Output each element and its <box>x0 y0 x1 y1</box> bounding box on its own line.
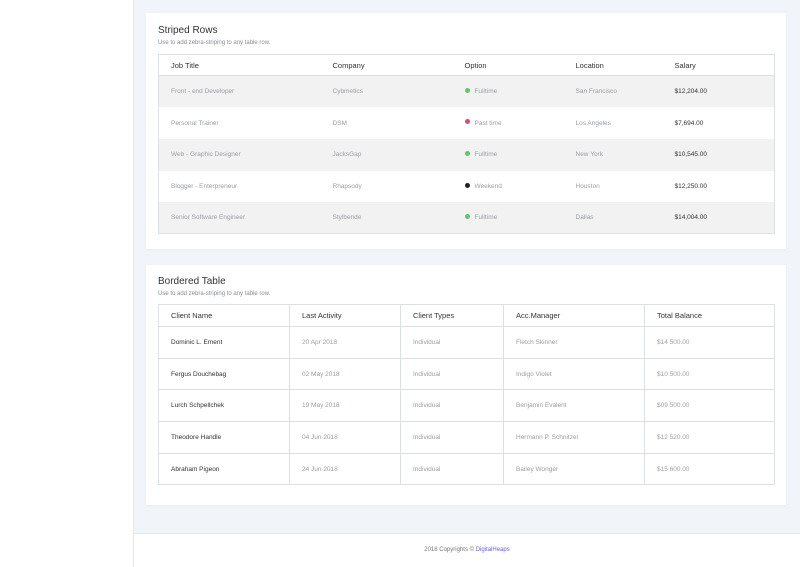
table-row: Personal Trainer DSM Past time Los Angel… <box>159 107 775 139</box>
status-dot-icon <box>464 151 470 156</box>
brand-link[interactable]: DigitalHeaps <box>475 547 510 553</box>
option-cell: Fulltime <box>452 138 564 171</box>
total-balance-cell: $12 520.00 <box>644 421 775 454</box>
table-row: Front - end Developer Cybmetics Fulltime… <box>158 75 775 108</box>
bordered-table: Client Name Last Activity Client Types A… <box>158 304 775 486</box>
option-cell: Fulltime <box>452 202 564 234</box>
client-name-cell: Dominic L. Ement <box>158 326 290 359</box>
client-name-cell: Theodore Handle <box>158 421 290 454</box>
column-header-acc-manager[interactable]: Acc.Manager <box>503 304 645 327</box>
bordered-table-card: Bordered Table Use to add zebra-striping… <box>146 265 786 505</box>
card-subtitle: Use to add zebra-striping to any table r… <box>158 291 271 297</box>
status-dot-icon <box>464 119 470 125</box>
last-activity-cell: 04 Jun 2018 <box>289 421 401 454</box>
option-cell: Weekend <box>453 171 564 203</box>
card-subtitle: Use to add zebra-striping to any table r… <box>158 40 271 46</box>
table-row: Fergus Douchebag 02 May 2018 Individual … <box>158 357 775 391</box>
option-label: Fulltime <box>474 151 498 159</box>
column-header-client-types[interactable]: Client Types <box>400 304 504 327</box>
company-cell: Stylbende <box>320 202 453 234</box>
company-cell: DSM <box>332 119 347 127</box>
client-name-cell: Abraham Pigeon <box>158 452 290 486</box>
acc-manager-cell: Benjamin Evalent <box>503 389 645 423</box>
table-row: Theodore Handle 04 Jun 2018 Individual H… <box>158 421 775 454</box>
striped-rows-card: Striped Rows Use to add zebra-striping t… <box>146 13 786 249</box>
last-activity-cell: 02 May 2018 <box>289 357 401 391</box>
column-header-option[interactable]: Option <box>452 54 564 76</box>
company-cell: JacksGap <box>320 138 453 171</box>
table-row: Web - Graphic Designer JacksGap Fulltime… <box>158 138 775 171</box>
option-cell: Past time <box>453 107 564 139</box>
salary-cell: $12,204.00 <box>662 75 775 108</box>
company-cell: Cybmetics <box>320 75 453 108</box>
client-type-cell: Individual <box>400 326 504 359</box>
client-type-cell: Individual <box>400 452 504 486</box>
last-activity-cell: 24 Jun 2018 <box>289 452 401 486</box>
card-title: Striped Rows <box>158 25 218 36</box>
acc-manager-cell: Fletch Skinner <box>503 326 645 359</box>
total-balance-cell: $09 500.00 <box>644 389 775 423</box>
column-header-location[interactable]: Location <box>563 54 663 76</box>
option-cell: Fulltime <box>452 75 564 108</box>
status-dot-icon <box>464 214 470 220</box>
client-type-cell: Individual <box>400 421 504 454</box>
location-cell: New York <box>563 138 663 171</box>
job-title-cell: Senior Software Engineer <box>158 202 321 234</box>
option-label: Fulltime <box>474 214 498 222</box>
option-label: Past time <box>474 119 502 127</box>
option-label: Weekend <box>474 182 502 190</box>
acc-manager-cell: Indigo Violet <box>503 357 645 391</box>
salary-cell: $10,545.00 <box>662 138 775 171</box>
sidebar <box>0 0 134 567</box>
location-cell: Houston <box>575 182 600 190</box>
table-header-row: Job Title Company Option Location Salary <box>158 54 775 76</box>
table-row: Blogger - Enterpreneur Rhapsody Weekend … <box>159 171 775 203</box>
copyright-text: 2018 Copyrights © <box>424 547 475 553</box>
location-cell: San Francisco <box>563 75 663 108</box>
salary-cell: $14,004.00 <box>662 202 775 234</box>
footer: 2018 Copyrights © DigitalHeaps <box>134 533 800 567</box>
column-header-salary[interactable]: Salary <box>662 54 775 76</box>
column-header-client-name[interactable]: Client Name <box>158 304 290 327</box>
option-label: Fulltime <box>474 88 498 96</box>
table-row: Dominic L. Ement 20 Apr 2018 Individual … <box>158 326 775 359</box>
last-activity-cell: 19 May 2018 <box>289 389 401 423</box>
card-title: Bordered Table <box>158 276 226 287</box>
main-content: Striped Rows Use to add zebra-striping t… <box>134 0 800 567</box>
table-row: Senior Software Engineer Stylbende Fullt… <box>158 202 775 234</box>
column-header-last-activity[interactable]: Last Activity <box>289 304 401 327</box>
job-title-cell: Web - Graphic Designer <box>158 138 321 171</box>
job-title-cell: Front - end Developer <box>158 75 321 108</box>
column-header-job-title[interactable]: Job Title <box>158 54 321 76</box>
client-name-cell: Lurch Schpellchek <box>158 389 290 423</box>
total-balance-cell: $14 500.00 <box>644 326 775 359</box>
job-title-cell: Personal Trainer <box>171 119 219 127</box>
total-balance-cell: $10 500.00 <box>644 357 775 391</box>
salary-cell: $12,250.00 <box>674 182 708 190</box>
company-cell: Rhapsody <box>332 182 362 190</box>
striped-table: Job Title Company Option Location Salary… <box>158 54 775 235</box>
client-type-cell: Individual <box>400 357 504 391</box>
acc-manager-cell: Hermann P. Schnitzel <box>503 421 645 454</box>
total-balance-cell: $15 600.00 <box>644 452 775 486</box>
client-type-cell: Individual <box>400 389 504 423</box>
location-cell: Dallas <box>563 202 663 234</box>
table-row: Abraham Pigeon 24 Jun 2018 Individual Ba… <box>158 452 775 486</box>
client-name-cell: Fergus Douchebag <box>158 357 290 391</box>
location-cell: Los Angeles <box>575 119 611 127</box>
salary-cell: $7,694.00 <box>674 119 704 127</box>
column-header-company[interactable]: Company <box>320 54 453 76</box>
last-activity-cell: 20 Apr 2018 <box>289 326 401 359</box>
table-row: Lurch Schpellchek 19 May 2018 Individual… <box>158 389 775 423</box>
column-header-total-balance[interactable]: Total Balance <box>644 304 775 327</box>
table-header-row: Client Name Last Activity Client Types A… <box>158 304 775 327</box>
status-dot-icon <box>464 87 470 93</box>
status-dot-icon <box>464 182 470 188</box>
job-title-cell: Blogger - Enterpreneur <box>171 182 238 190</box>
acc-manager-cell: Bailey Wonger <box>503 452 645 486</box>
